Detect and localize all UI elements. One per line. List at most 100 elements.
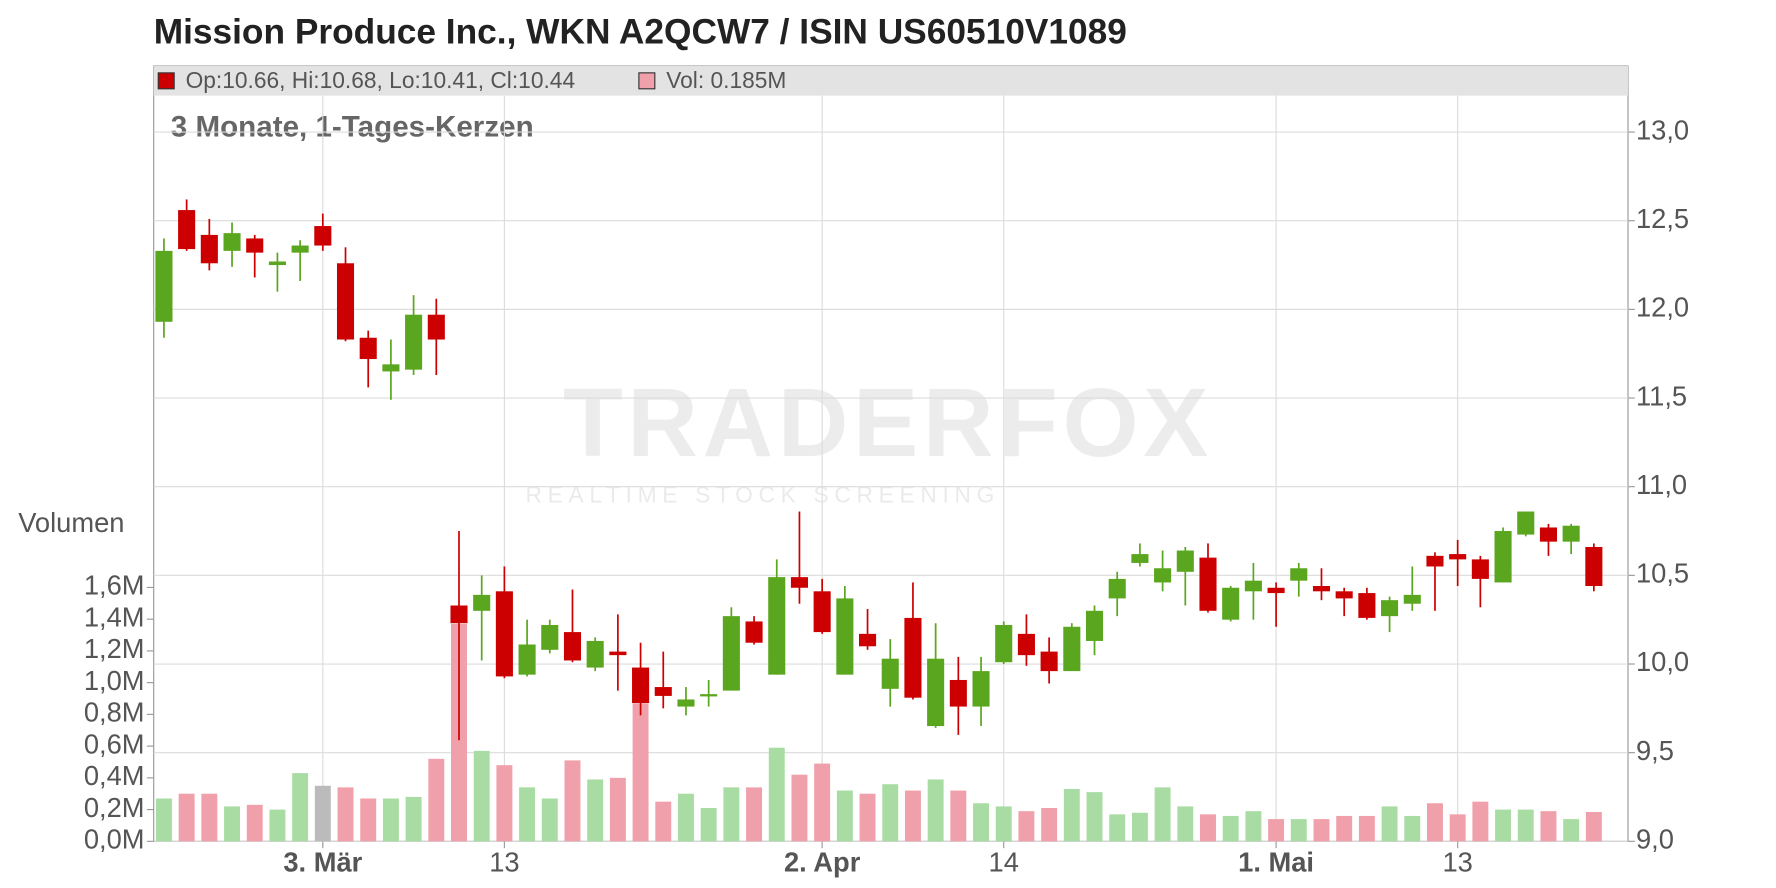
candle-body: [155, 250, 173, 322]
volume-tick-label: 1,2M: [84, 633, 145, 664]
candle-body: [972, 671, 990, 707]
candle-body: [1426, 555, 1444, 567]
volume-bar: [178, 793, 195, 842]
volume-bar: [1041, 808, 1058, 842]
volume-bar: [1290, 819, 1307, 842]
candle-body: [904, 617, 922, 698]
candle-body: [1585, 546, 1603, 586]
volume-bar: [269, 809, 286, 842]
volume-bar: [155, 798, 172, 842]
volume-bar: [1268, 819, 1285, 842]
candle-body: [291, 245, 309, 253]
volume-bar: [246, 804, 263, 842]
volume-bar: [1563, 819, 1580, 842]
candle-body: [1471, 559, 1489, 579]
candle-body: [246, 238, 264, 253]
candle-body: [1199, 557, 1217, 611]
candle-body: [1017, 633, 1035, 656]
volume-bar: [882, 784, 899, 842]
candle-body: [336, 263, 355, 340]
candle-body: [722, 616, 740, 691]
candle-body: [1517, 511, 1535, 535]
volume-tick-label: 1,0M: [84, 665, 145, 696]
volume-bar: [224, 806, 240, 842]
candle-body: [178, 210, 196, 250]
volume-bar: [1426, 803, 1443, 842]
candle-body: [1085, 610, 1104, 641]
chart-title: Mission Produce Inc., WKN A2QCW7 / ISIN …: [154, 12, 1127, 51]
y-tick-label: 9,5: [1636, 735, 1674, 766]
legend-bar: [153, 66, 1629, 96]
volume-tick-label: 1,4M: [84, 601, 145, 632]
candle-body: [881, 658, 899, 689]
watermark-tagline: REALTIME STOCK SCREENING: [525, 481, 1000, 507]
candle-body: [586, 640, 604, 668]
candle-body: [1290, 568, 1308, 581]
volume-bar: [859, 793, 876, 842]
volume-bar: [292, 773, 309, 842]
y-tick-label: 12,5: [1636, 203, 1689, 234]
candle-body: [995, 624, 1013, 663]
volume-bar: [995, 806, 1012, 842]
volume-bar: [564, 760, 581, 842]
candle-body: [927, 658, 945, 727]
candle-body: [700, 694, 718, 697]
candle-body: [359, 337, 377, 360]
volume-bar: [814, 763, 831, 842]
candle-body: [768, 577, 786, 675]
volume-bar: [677, 793, 694, 842]
candle-body: [1494, 531, 1512, 583]
candle-body: [790, 577, 808, 588]
candle-body: [541, 624, 559, 650]
candle-body: [1381, 600, 1399, 617]
volume-tick-label: 0,0M: [84, 824, 145, 855]
volume-bar: [1245, 811, 1262, 842]
watermark-brand: TRADERFOX: [563, 367, 1213, 477]
volume-bar: [632, 703, 649, 842]
x-tick-label: 2. Apr: [784, 846, 861, 877]
candle-body: [745, 621, 763, 643]
volume-bar: [973, 803, 989, 842]
volume-bar: [201, 793, 218, 842]
volume-bar: [1154, 787, 1171, 842]
candle-body: [1312, 585, 1331, 592]
candle-body: [427, 314, 445, 340]
volume-bar: [1381, 806, 1398, 842]
x-tick-label: 13: [1442, 846, 1472, 877]
volume-bar: [791, 774, 808, 842]
volume-bar: [541, 798, 558, 842]
volume-bar: [1109, 814, 1126, 842]
volume-bar: [655, 801, 672, 842]
candle-body: [200, 234, 218, 264]
candle-body: [1335, 591, 1353, 599]
volume-bar: [360, 798, 377, 842]
volume-bar: [1063, 788, 1080, 842]
x-tick-label: 13: [489, 846, 519, 877]
legend-swatch: [157, 72, 175, 90]
plot-area: [153, 65, 1629, 842]
candle-body: [632, 667, 650, 704]
volume-bar: [1449, 814, 1466, 842]
volume-bar: [950, 790, 967, 842]
volume-bar: [1018, 811, 1035, 842]
candle-body: [1244, 580, 1262, 592]
volume-bar: [1540, 811, 1557, 842]
volume-tick-label: 1,6M: [84, 570, 145, 601]
volume-bar: [1131, 812, 1148, 842]
y-tick-label: 11,5: [1636, 380, 1687, 411]
y-tick-label: 11,0: [1636, 469, 1687, 500]
volume-axis-label: Volumen: [18, 507, 124, 538]
volume-bar: [1358, 815, 1375, 842]
candle-body: [382, 364, 400, 372]
volume-bar: [337, 787, 354, 842]
volume-tick-label: 0,4M: [84, 760, 145, 791]
candle-body: [677, 699, 695, 707]
candle-body: [949, 679, 967, 707]
candle-body: [654, 687, 672, 696]
volume-bar: [1336, 815, 1353, 842]
candle-body: [450, 605, 468, 624]
x-tick-label: 14: [989, 846, 1019, 877]
volume-tick-label: 0,8M: [84, 697, 145, 728]
candle-body: [1403, 594, 1421, 604]
candle-body: [473, 594, 491, 611]
